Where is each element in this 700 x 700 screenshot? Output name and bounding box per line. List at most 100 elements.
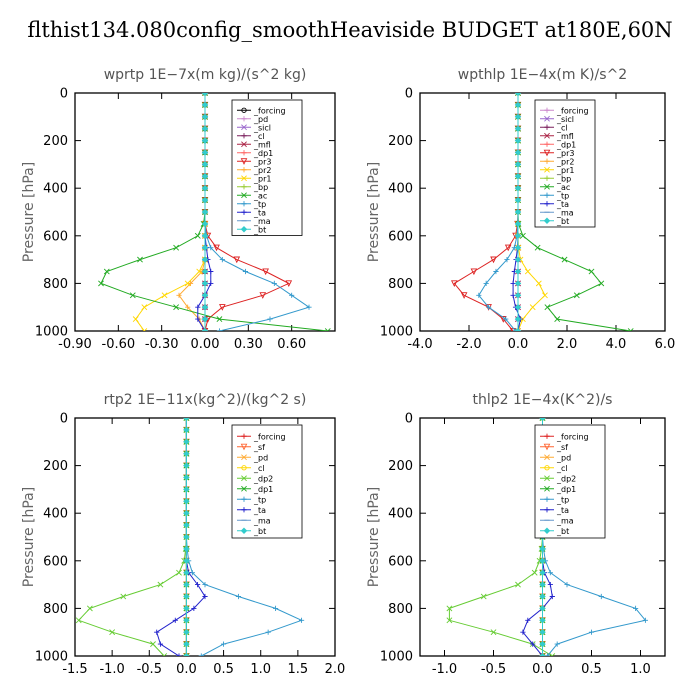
data-point bbox=[514, 161, 522, 168]
y-tick-label: 0 bbox=[60, 412, 68, 427]
y-axis-label: Pressure [hPa] bbox=[366, 487, 382, 587]
data-point bbox=[173, 304, 180, 311]
legend-entry: _pr3 bbox=[237, 157, 271, 166]
legend-label: _dp1 bbox=[556, 485, 576, 494]
data-point bbox=[183, 605, 190, 612]
data-point bbox=[201, 184, 209, 192]
data-point bbox=[554, 641, 560, 647]
data-point bbox=[201, 268, 209, 275]
y-tick-label: 200 bbox=[43, 459, 68, 474]
data-point bbox=[542, 292, 548, 299]
chart-panel-4: thlp2 1E−4x(K^2)/s Pressure [hPa] -1.0 -0.5… bbox=[366, 392, 666, 677]
data-point bbox=[219, 304, 226, 311]
data-point bbox=[514, 292, 522, 299]
x-tick-label: 0.5 bbox=[581, 662, 602, 677]
data-point bbox=[75, 617, 82, 624]
x-tick-label: -1.5 bbox=[62, 662, 87, 677]
legend-entry: _pr2 bbox=[237, 166, 271, 175]
data-point bbox=[514, 196, 522, 204]
data-point bbox=[154, 629, 160, 635]
legend-entry: _pd bbox=[237, 453, 268, 462]
legend-label: _pr1 bbox=[253, 174, 271, 183]
legend-label: _tp bbox=[253, 200, 266, 209]
x-tick-label: 0.0 bbox=[176, 662, 197, 677]
legend-label: _sf bbox=[253, 443, 265, 452]
legend-label: _pd bbox=[253, 453, 268, 462]
data-point bbox=[176, 653, 182, 656]
legend-entry: _ta bbox=[237, 208, 266, 217]
legend-entry: _cl bbox=[237, 464, 265, 473]
legend-entry: _ma bbox=[540, 208, 574, 217]
data-point bbox=[514, 327, 522, 331]
legend-marker bbox=[544, 475, 550, 482]
legend-marker bbox=[241, 485, 247, 492]
x-tick-label: -0.5 bbox=[137, 662, 162, 677]
data-point bbox=[539, 628, 546, 636]
x-tick-label: 0.5 bbox=[213, 662, 234, 677]
x-tick-label: 0.60 bbox=[277, 337, 306, 352]
y-tick-label: 400 bbox=[388, 182, 413, 197]
data-point bbox=[298, 617, 305, 623]
data-point bbox=[633, 605, 639, 611]
legend-marker bbox=[241, 150, 247, 156]
data-point bbox=[514, 280, 522, 287]
legend-label: _dp2 bbox=[253, 474, 273, 483]
y-tick-label: 1000 bbox=[35, 650, 68, 665]
data-point bbox=[470, 268, 478, 276]
data-point bbox=[512, 328, 519, 331]
data-point bbox=[514, 101, 522, 109]
legend-label: _forcing bbox=[253, 432, 286, 441]
legend-entry: _sicl bbox=[540, 115, 574, 124]
data-point bbox=[201, 315, 209, 323]
legend-entry: _ta bbox=[540, 506, 569, 515]
data-point bbox=[539, 640, 546, 648]
legend-marker bbox=[544, 192, 550, 198]
legend-entry: _pd bbox=[237, 115, 268, 124]
data-point bbox=[191, 605, 197, 611]
x-tick-label: 1.0 bbox=[630, 662, 651, 677]
data-point bbox=[161, 292, 168, 299]
legend-label: _pr1 bbox=[556, 166, 574, 175]
data-point bbox=[262, 268, 269, 276]
data-point bbox=[198, 653, 204, 656]
data-point bbox=[195, 304, 201, 310]
data-point bbox=[627, 328, 634, 331]
x-tick-label: 0.30 bbox=[234, 337, 263, 352]
data-point bbox=[183, 545, 190, 553]
legend-label: _bt bbox=[556, 217, 569, 226]
y-tick-label: 0 bbox=[60, 87, 68, 102]
data-point bbox=[120, 593, 127, 600]
data-point bbox=[534, 244, 541, 251]
legend-entry: _dp1 bbox=[237, 149, 273, 158]
data-point bbox=[289, 292, 295, 298]
plot-frame bbox=[74, 417, 336, 657]
legend-entry: _sicl bbox=[237, 123, 271, 132]
x-tick-label: 1.5 bbox=[288, 662, 309, 677]
legend-marker bbox=[544, 175, 550, 181]
legend-marker bbox=[544, 183, 550, 190]
legend-entry: _dp1 bbox=[540, 140, 576, 149]
y-tick-label: 1000 bbox=[380, 650, 413, 665]
legend-label: _mfl bbox=[253, 140, 271, 149]
legend-label: _cl bbox=[556, 464, 568, 473]
data-point bbox=[535, 280, 542, 287]
data-point bbox=[539, 605, 546, 612]
legend-entry: _forcing bbox=[540, 432, 589, 441]
data-point bbox=[265, 629, 271, 635]
legend-marker bbox=[241, 433, 247, 439]
data-point bbox=[525, 617, 531, 623]
legend-entry: _pd bbox=[540, 453, 571, 462]
legend-label: _pd bbox=[556, 453, 571, 462]
legend-label: _tp bbox=[556, 495, 569, 504]
data-point bbox=[201, 161, 209, 168]
data-point bbox=[544, 653, 550, 656]
legend-label: _pd bbox=[253, 115, 268, 124]
x-tick-label: -0.90 bbox=[58, 337, 92, 352]
data-point bbox=[514, 93, 522, 97]
legend-entry: _bt bbox=[237, 527, 266, 536]
legend-entry: _ma bbox=[237, 516, 271, 525]
legend-entry: _dp2 bbox=[540, 474, 576, 483]
data-point bbox=[183, 486, 190, 493]
legend-marker bbox=[241, 124, 247, 131]
data-point bbox=[86, 605, 93, 612]
